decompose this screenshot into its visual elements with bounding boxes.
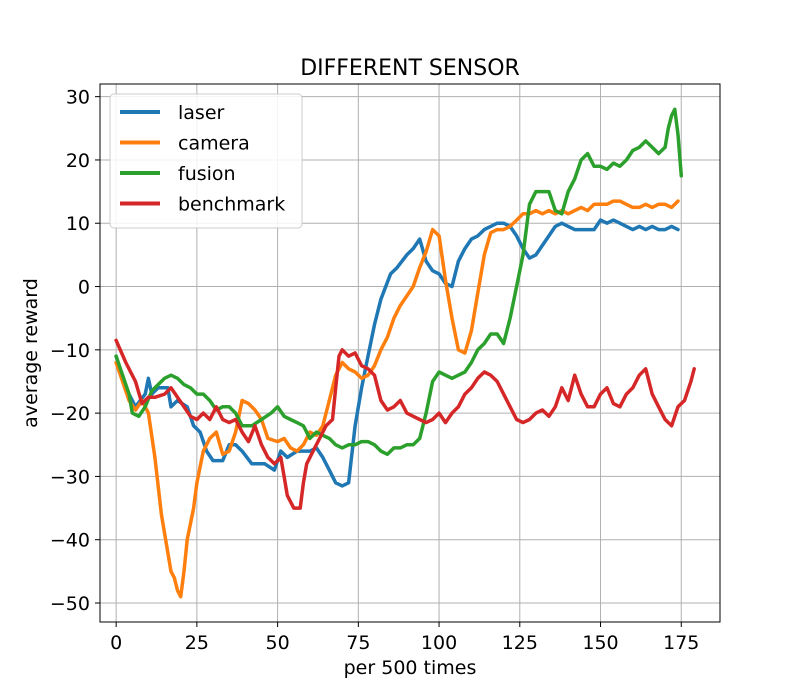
- y-axis-label: average reward: [20, 278, 42, 428]
- y-tick-label: 10: [66, 213, 90, 235]
- chart-title: DIFFERENT SENSOR: [300, 56, 520, 81]
- legend: laser camera fusion benchmark: [109, 93, 303, 229]
- x-tick-label: 150: [582, 632, 618, 654]
- x-tick-label: 25: [185, 632, 209, 654]
- legend-label-laser: laser: [178, 102, 225, 124]
- plot-frame: [99, 83, 721, 623]
- series-line-fusion: [114, 107, 684, 457]
- legend-label-benchmark: benchmark: [178, 194, 285, 216]
- series-line-camera: [114, 199, 680, 599]
- series-line-laser: [114, 218, 680, 488]
- x-axis-label: per 500 times: [344, 657, 477, 679]
- y-tick-label: 20: [66, 150, 90, 172]
- y-tick-label: 30: [66, 87, 90, 109]
- y-tick-label: −30: [50, 466, 90, 488]
- y-tick-label: −40: [50, 530, 90, 552]
- axis-ticks: 0 25 50 75 100 125 150 175 −50 −40 −30 −20 −10 0 10 20 3…: [50, 87, 699, 654]
- y-tick-label: −10: [50, 340, 90, 362]
- legend-box: [109, 93, 303, 229]
- y-tick-label: −20: [50, 403, 90, 425]
- legend-label-fusion: fusion: [178, 163, 236, 185]
- x-tick-label: 75: [346, 632, 370, 654]
- x-tick-label: 175: [663, 632, 699, 654]
- x-tick-label: 0: [110, 632, 122, 654]
- y-tick-label: 0: [78, 277, 90, 299]
- legend-label-camera: camera: [178, 133, 250, 155]
- x-tick-label: 50: [266, 632, 290, 654]
- y-tick-label: −50: [50, 593, 90, 615]
- series-lines: [114, 107, 696, 599]
- x-tick-label: 125: [502, 632, 538, 654]
- x-tick-label: 100: [421, 632, 457, 654]
- series-line-benchmark: [114, 338, 696, 510]
